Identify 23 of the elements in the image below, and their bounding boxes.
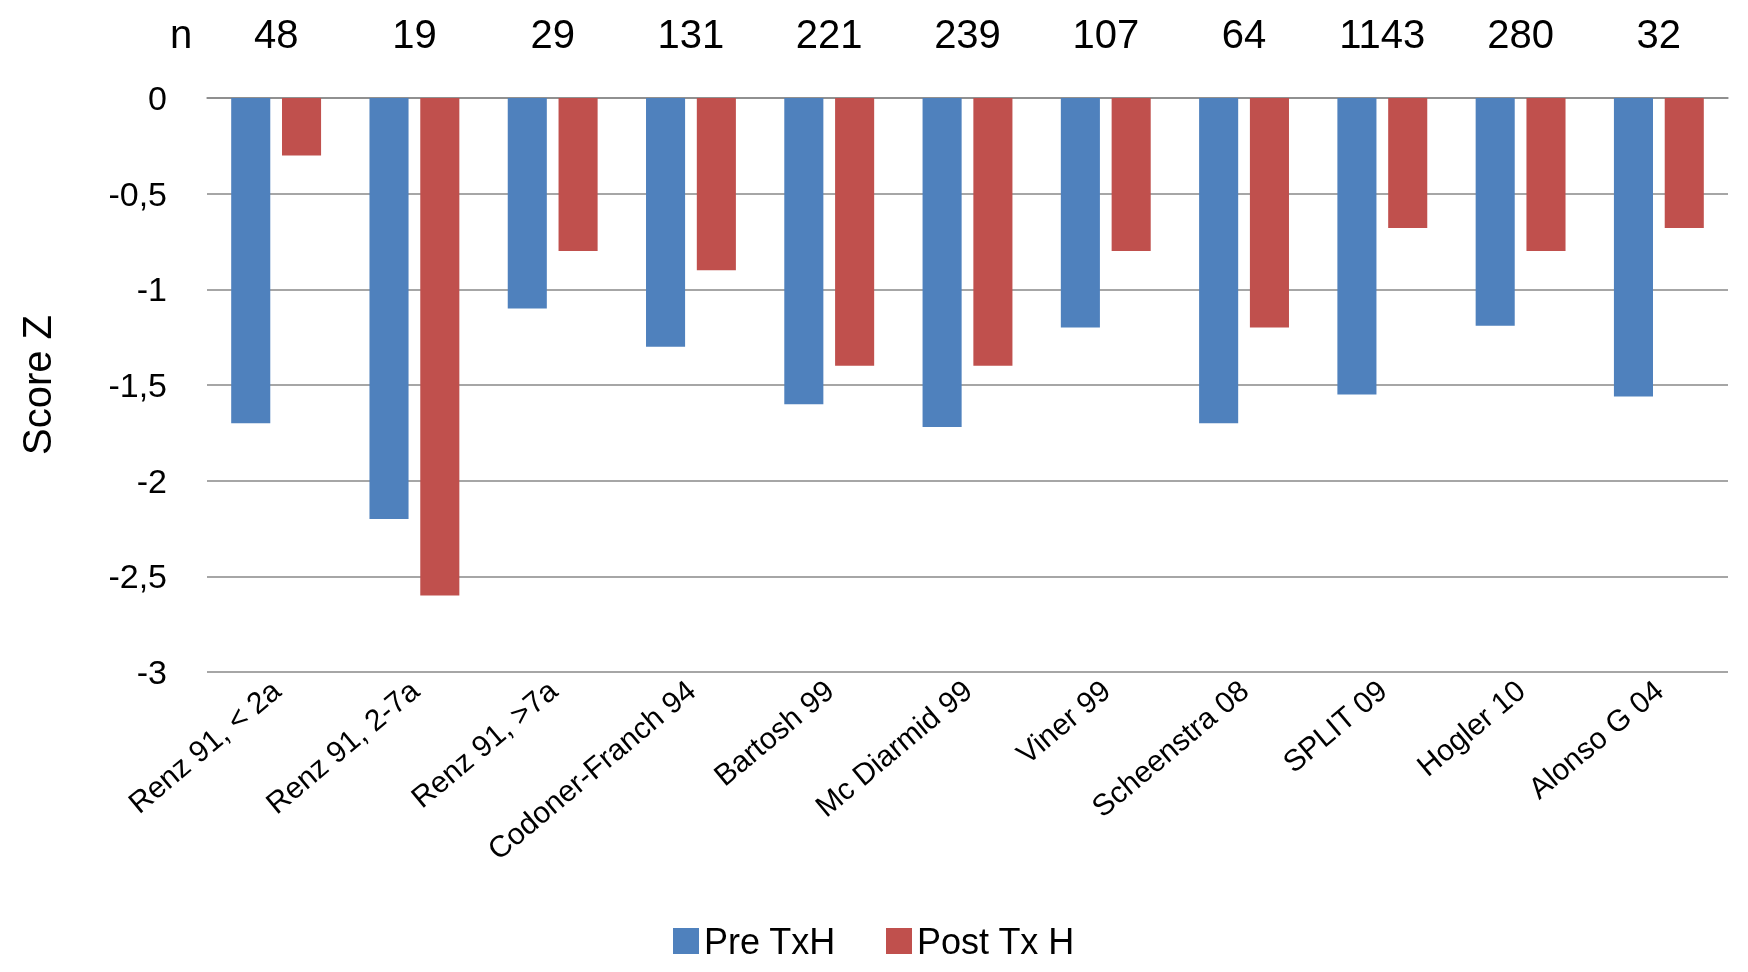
y-tick-label: -2,5 [108, 557, 167, 596]
text: 19 [392, 12, 437, 56]
text: n [170, 12, 193, 56]
text: 280 [1487, 12, 1554, 56]
y-tick-label: -2 [136, 461, 167, 500]
y-tick-label: -1 [136, 270, 167, 309]
text: 107 [1072, 12, 1140, 56]
x-tick-label: Viner 99 [1009, 673, 1117, 771]
text: 239 [934, 12, 1001, 56]
text: 221 [795, 12, 863, 56]
y-tick-label: 0 [148, 79, 167, 117]
y-tick-label: -1,5 [108, 366, 167, 404]
y-axis-title: Score Z [15, 314, 59, 456]
text: 32 [1636, 12, 1682, 56]
y-tick-label: -3 [136, 653, 167, 691]
y-tick-label: -0,5 [108, 174, 167, 213]
legend-label: Post Tx H [916, 920, 1075, 962]
text: 1143 [1339, 12, 1426, 56]
text: 64 [1221, 12, 1267, 56]
legend-label: Pre TxH [703, 920, 836, 962]
text: 29 [530, 12, 575, 56]
text: 131 [657, 12, 725, 56]
text: 48 [253, 12, 299, 56]
